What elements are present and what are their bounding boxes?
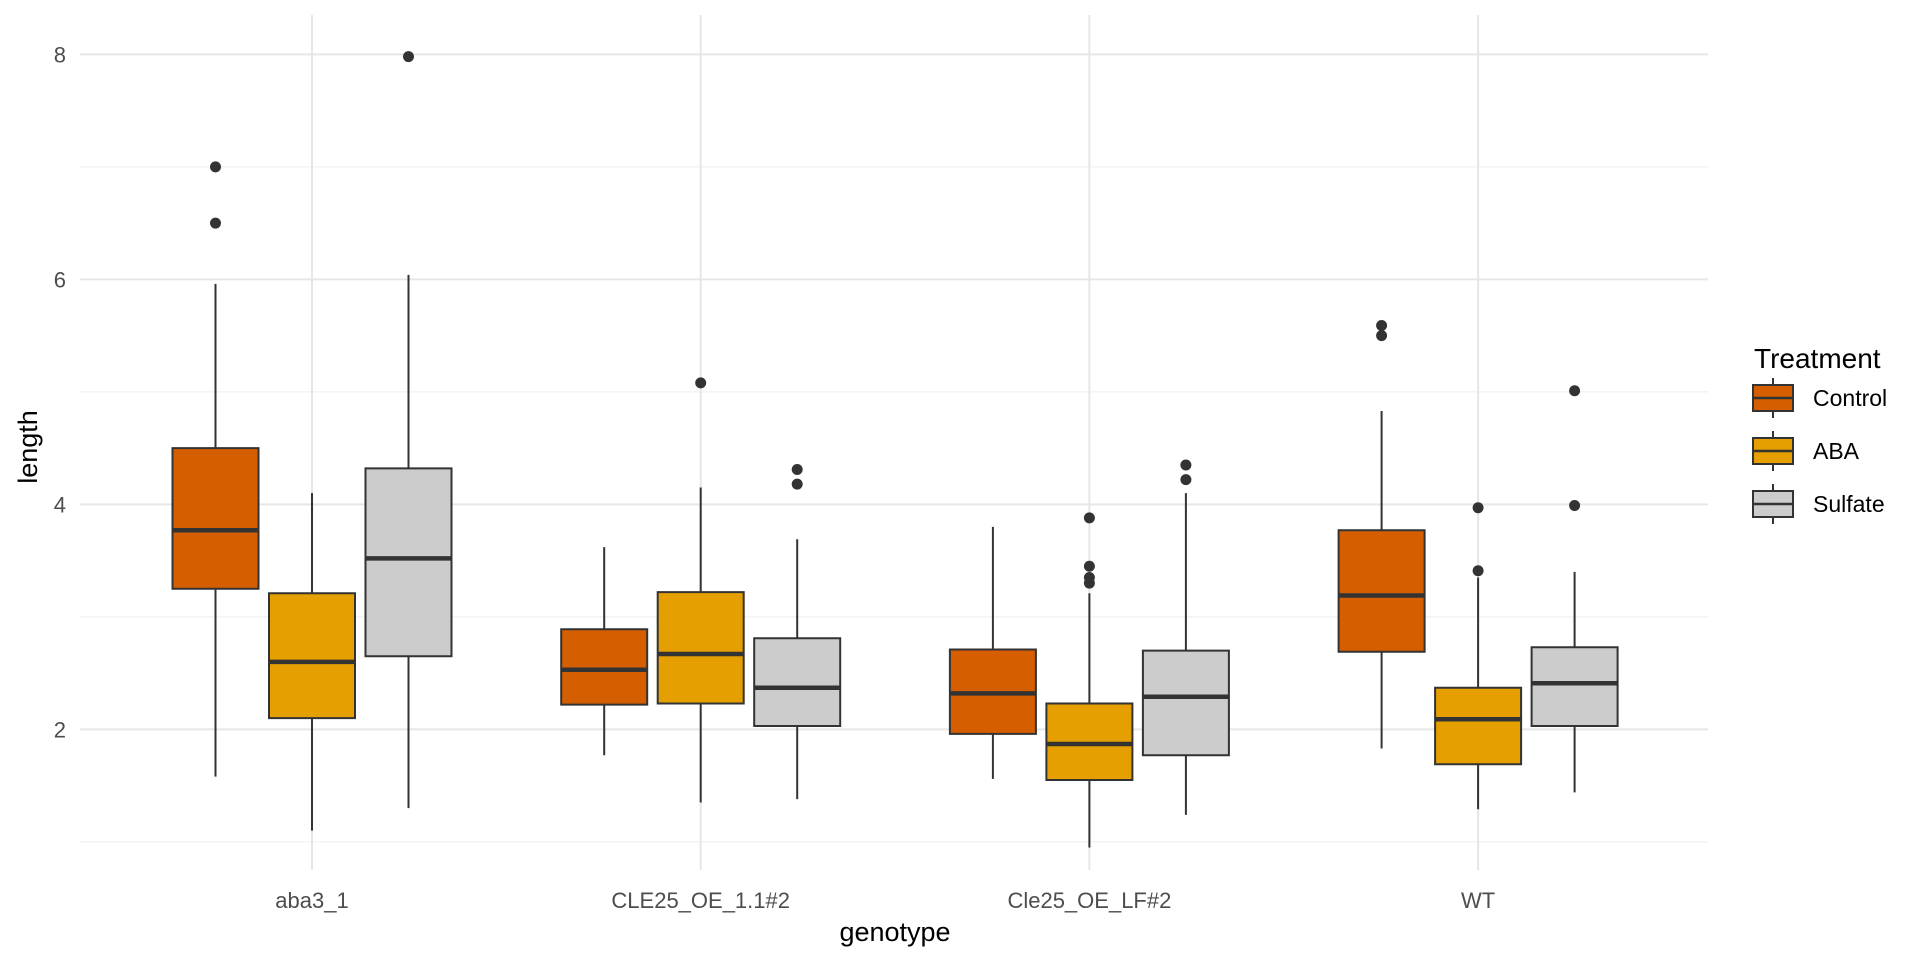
legend-item-aba: ABA	[1752, 431, 1860, 471]
x-axis-title: genotype	[839, 917, 950, 947]
iqr-box	[1434, 686, 1523, 766]
box-aba-Cle25_OE_LF#2	[1045, 512, 1134, 848]
iqr-box	[753, 637, 842, 727]
outlier-point	[1180, 459, 1192, 471]
box-control-CLE25_OE_1.1#2	[560, 547, 649, 756]
iqr-box	[1337, 529, 1426, 653]
box-sulfate-WT	[1530, 385, 1619, 793]
y-tick-label: 4	[54, 492, 66, 517]
outlier-point	[210, 217, 221, 229]
outlier-point	[1083, 572, 1095, 583]
x-tick-label: WT	[1461, 888, 1495, 913]
box-sulfate-aba3_1	[364, 51, 453, 809]
box-aba-aba3_1	[268, 493, 356, 831]
outlier-point	[1376, 320, 1388, 331]
legend-label: Control	[1813, 385, 1887, 411]
outlier-point	[1472, 502, 1484, 514]
y-tick-label: 8	[54, 42, 66, 67]
legend-item-sulfate: Sulfate	[1752, 484, 1885, 524]
x-tick-label: CLE25_OE_1.1#2	[611, 888, 790, 913]
box-control-WT	[1337, 320, 1426, 749]
box-sulfate-CLE25_OE_1.1#2	[753, 464, 842, 800]
outlier-point	[791, 464, 803, 475]
y-axis-ticks: 2 4 6 8	[54, 42, 66, 742]
outlier-point	[1083, 560, 1095, 572]
outlier-point	[695, 377, 707, 389]
outlier-point	[1083, 512, 1095, 524]
outlier-point	[403, 51, 414, 63]
iqr-box	[268, 592, 356, 720]
x-tick-label: aba3_1	[275, 888, 348, 913]
outlier-point	[1569, 385, 1581, 397]
iqr-box	[656, 591, 745, 705]
outlier-point	[1376, 330, 1388, 342]
box-control-aba3_1	[171, 161, 260, 777]
iqr-box	[1530, 646, 1619, 727]
legend-item-control: Control	[1752, 378, 1887, 418]
y-axis-title: length	[13, 410, 43, 484]
x-axis-ticks: aba3_1 CLE25_OE_1.1#2 Cle25_OE_LF#2 WT	[275, 888, 1495, 913]
x-tick-label: Cle25_OE_LF#2	[1007, 888, 1171, 913]
iqr-box	[560, 628, 649, 706]
y-tick-label: 6	[54, 267, 66, 292]
legend: Treatment Control ABA Sulfate	[1752, 343, 1887, 524]
legend-label: Sulfate	[1813, 491, 1885, 517]
box-control-Cle25_OE_LF#2	[948, 526, 1037, 779]
iqr-box	[364, 467, 453, 658]
legend-label: ABA	[1813, 438, 1860, 464]
box-layer	[171, 51, 1619, 848]
legend-title: Treatment	[1754, 343, 1881, 374]
outlier-point	[1180, 474, 1192, 486]
outlier-point	[1472, 565, 1484, 577]
box-aba-CLE25_OE_1.1#2	[656, 377, 745, 803]
outlier-point	[791, 478, 803, 490]
box-sulfate-Cle25_OE_LF#2	[1141, 459, 1230, 815]
iqr-box	[1141, 649, 1230, 757]
iqr-box	[171, 447, 260, 590]
outlier-point	[210, 161, 221, 173]
y-tick-label: 2	[54, 717, 66, 742]
box-aba-WT	[1434, 502, 1523, 810]
outlier-point	[1569, 500, 1581, 511]
